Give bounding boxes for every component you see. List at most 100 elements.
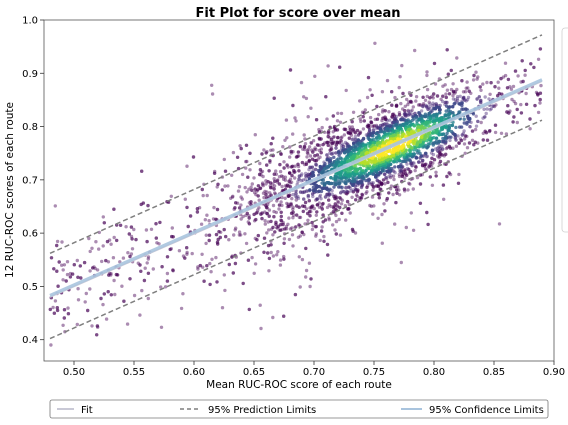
scatter-point xyxy=(427,165,431,169)
scatter-point xyxy=(406,102,410,107)
scatter-point xyxy=(205,213,209,217)
scatter-point xyxy=(291,216,295,220)
scatter-point xyxy=(407,167,411,172)
scatter-point xyxy=(139,269,143,273)
scatter-point xyxy=(397,188,401,192)
scatter-point xyxy=(423,98,428,103)
fit-lines xyxy=(49,34,543,340)
scatter-point xyxy=(310,192,315,196)
scatter-point xyxy=(414,99,418,103)
scatter-point xyxy=(369,121,374,125)
scatter-point xyxy=(247,201,252,205)
scatter-point xyxy=(445,145,450,150)
scatter-point xyxy=(461,97,465,101)
scatter-point xyxy=(519,102,523,107)
scatter-point xyxy=(327,198,331,202)
scatter-point xyxy=(392,117,397,121)
scatter-point xyxy=(306,147,310,152)
scatter-point xyxy=(447,144,452,149)
scatter-point xyxy=(384,152,388,156)
scatter-point xyxy=(418,201,423,205)
scatter-point xyxy=(258,186,263,190)
scatter-point xyxy=(392,169,396,173)
scatter-point xyxy=(248,151,252,155)
scatter-point xyxy=(407,167,411,172)
scatter-point xyxy=(372,137,376,142)
scatter-point xyxy=(139,269,143,273)
scatter-point xyxy=(286,194,291,198)
scatter-point xyxy=(295,204,299,208)
scatter-point xyxy=(326,140,330,145)
scatter-point xyxy=(273,179,277,183)
scatter-point xyxy=(140,169,144,173)
scatter-point xyxy=(366,184,370,188)
scatter-point xyxy=(539,83,543,88)
scatter-point xyxy=(307,210,312,214)
scatter-point xyxy=(181,254,186,258)
scatter-point xyxy=(409,99,413,104)
scatter-point xyxy=(352,129,356,134)
scatter-point xyxy=(381,178,386,182)
scatter-point xyxy=(356,188,360,192)
scatter-point xyxy=(426,107,430,112)
scatter-point xyxy=(62,308,67,312)
scatter-point xyxy=(424,103,428,108)
scatter-point xyxy=(261,181,265,185)
scatter-point xyxy=(475,97,479,101)
scatter-point xyxy=(244,241,249,246)
scatter-point xyxy=(277,182,282,186)
scatter-point xyxy=(254,211,258,215)
scatter-point xyxy=(265,149,269,154)
scatter-point xyxy=(365,95,370,100)
scatter-point xyxy=(314,162,318,167)
legend-label-prediction: 95% Prediction Limits xyxy=(208,405,316,416)
scatter-point xyxy=(332,124,337,129)
scatter-point xyxy=(272,172,276,176)
scatter-point xyxy=(344,191,348,195)
scatter-point xyxy=(421,158,425,163)
scatter-point xyxy=(201,265,205,269)
scatter-point xyxy=(373,41,377,45)
scatter-point xyxy=(145,239,149,244)
scatter-point xyxy=(412,124,416,128)
scatter-point xyxy=(431,161,435,165)
scatter-point xyxy=(115,238,119,243)
scatter-point xyxy=(409,93,413,97)
scatter-point xyxy=(240,172,245,177)
scatter-point xyxy=(394,104,399,108)
scatter-point xyxy=(231,271,235,275)
scatter-point xyxy=(314,163,319,167)
scatter-point xyxy=(344,186,348,190)
scatter-point xyxy=(351,190,356,194)
scatter-point xyxy=(435,154,440,158)
scatter-point xyxy=(437,155,441,160)
scatter-point xyxy=(336,135,340,140)
scatter-point xyxy=(279,222,283,227)
scatter-point xyxy=(344,186,348,190)
scatter-point xyxy=(467,141,472,145)
scatter-point xyxy=(332,185,336,189)
scatter-point xyxy=(313,167,318,172)
scatter-point xyxy=(165,255,170,259)
scatter-point xyxy=(439,152,443,156)
scatter-point xyxy=(487,97,491,101)
scatter-point xyxy=(130,237,134,241)
scatter-point xyxy=(326,140,330,145)
scatter-point xyxy=(334,195,338,199)
scatter-point xyxy=(258,186,262,191)
scatter-point xyxy=(295,204,299,208)
scatter-point xyxy=(323,218,328,222)
scatter-point xyxy=(512,115,516,119)
scatter-point xyxy=(220,188,224,192)
scatter-point xyxy=(299,173,303,178)
scatter-point xyxy=(293,164,297,168)
scatter-point xyxy=(351,110,356,115)
scatter-point xyxy=(334,232,338,236)
scatter-point xyxy=(378,123,383,128)
scatter-point xyxy=(268,160,272,165)
scatter-point xyxy=(351,190,356,194)
scatter-point xyxy=(268,181,273,185)
scatter-point xyxy=(233,206,237,210)
scatter-point xyxy=(319,137,323,141)
scatter-point xyxy=(309,209,313,214)
